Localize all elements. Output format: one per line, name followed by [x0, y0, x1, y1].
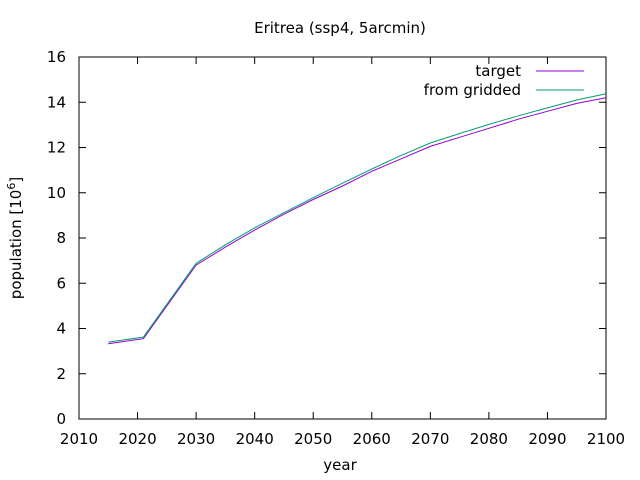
y-tick-label: 12 [47, 139, 66, 157]
x-tick-label: 2090 [528, 430, 566, 448]
x-tick-label: 2030 [177, 430, 215, 448]
x-tick-label: 2040 [236, 430, 274, 448]
y-axis-label-text: population [10 [7, 190, 25, 300]
legend-label-1: target [475, 62, 521, 80]
x-ticks: 2010 2020 2030 2040 2050 2060 2070 2080 2090 2100 [60, 57, 625, 448]
series-lines [108, 93, 607, 345]
y-axis-label: population [106] [5, 177, 25, 299]
y-tick-label: 14 [47, 93, 66, 111]
x-tick-label: 2100 [587, 430, 625, 448]
y-tick-label: 16 [47, 48, 66, 66]
y-ticks: 0 2 4 6 8 10 12 14 16 [47, 48, 606, 428]
axes [78, 56, 607, 420]
x-tick-label: 2070 [411, 430, 449, 448]
x-tick-label: 2060 [353, 430, 391, 448]
x-tick-label: 2020 [118, 430, 156, 448]
y-tick-label: 10 [47, 184, 66, 202]
y-axis-label-suffix: ] [7, 177, 25, 183]
y-tick-label: 0 [56, 410, 66, 428]
y-axis-label-exponent: 6 [5, 183, 18, 190]
chart-title: Eritrea (ssp4, 5arcmin) [254, 19, 426, 37]
x-axis-label: year [323, 456, 357, 474]
plot-frame [78, 56, 607, 420]
series-line-2 [108, 93, 607, 343]
x-tick-label: 2080 [470, 430, 508, 448]
legend-label-2: from gridded [424, 81, 521, 99]
x-tick-label: 2010 [60, 430, 98, 448]
y-tick-label: 4 [56, 320, 66, 338]
y-tick-label: 2 [56, 365, 66, 383]
y-tick-label: 6 [56, 274, 66, 292]
y-tick-label: 8 [56, 229, 66, 247]
x-tick-label: 2050 [294, 430, 332, 448]
series-line-1 [108, 97, 607, 345]
